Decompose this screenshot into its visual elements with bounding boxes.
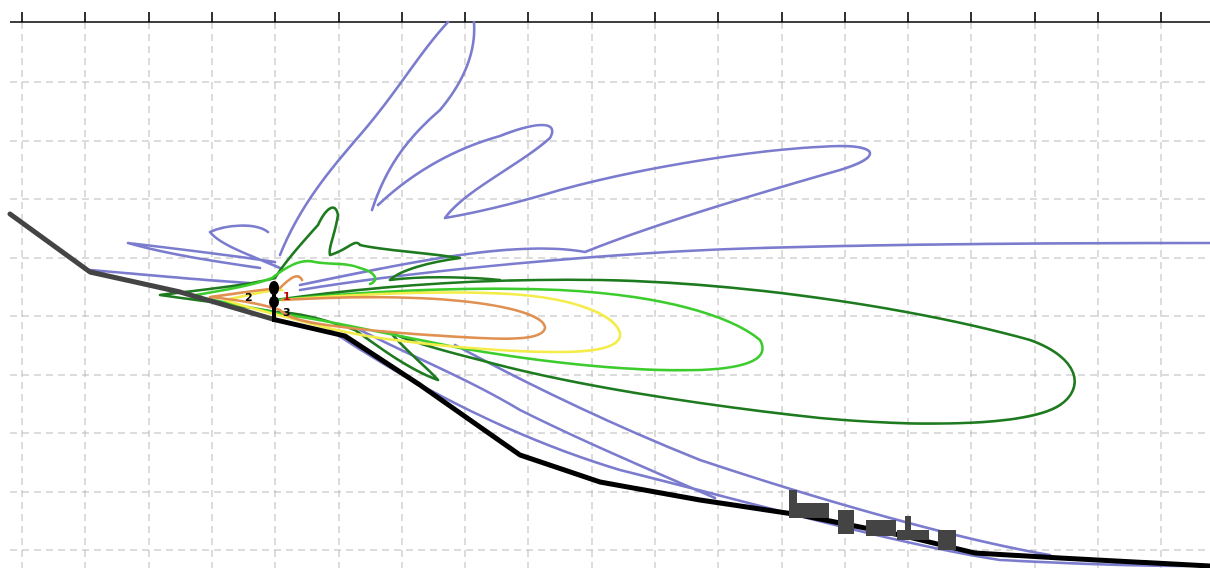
grid (10, 22, 1210, 568)
antenna-3-label: 3 (283, 306, 291, 319)
outer-lobe-far-right (298, 241, 1210, 292)
outer-lobe-right-down (453, 343, 1052, 557)
outer-lobe-left-spike (126, 224, 282, 270)
outer-lobe-mid (298, 123, 872, 287)
building (797, 503, 829, 518)
outer-lobe-top-right (370, 20, 476, 212)
outer-lobe-lower-left (88, 268, 252, 285)
light-green-contour (188, 259, 764, 372)
building (938, 530, 956, 550)
antenna-element-top (269, 281, 279, 295)
terrain-right-slope (273, 317, 1210, 568)
outer-lobe-top-left (278, 20, 450, 257)
building (897, 530, 929, 540)
building (789, 490, 797, 518)
antenna-1-label: 1 (283, 290, 291, 303)
buildings (789, 490, 956, 550)
building (866, 520, 896, 536)
building (905, 516, 911, 530)
yellow-contour (223, 288, 622, 354)
terrain-left-slope (7, 211, 279, 323)
antenna-element-bottom (269, 296, 279, 308)
orange-contour (208, 275, 547, 340)
antenna-2-label: 2 (245, 291, 253, 304)
building (838, 510, 854, 534)
terrain-profile (7, 211, 1210, 568)
antenna-mast: 1 2 3 (245, 281, 291, 322)
top-ruler (10, 12, 1210, 23)
dark-green-contour (158, 206, 1076, 425)
